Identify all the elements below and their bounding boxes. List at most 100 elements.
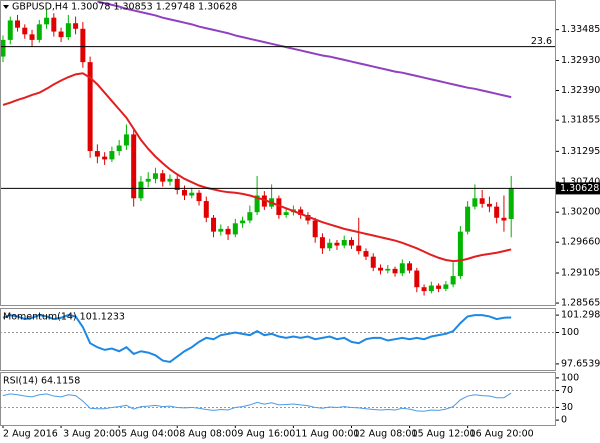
candle-body	[486, 203, 492, 207]
candle-body	[65, 23, 71, 38]
candle-body	[479, 198, 485, 204]
candle-body	[131, 134, 137, 199]
candle-body	[109, 151, 115, 160]
candle-body	[58, 31, 64, 38]
x-tick-label: 15 Aug 12:00	[412, 429, 476, 440]
candle-body	[247, 212, 253, 221]
candle-body	[472, 198, 478, 207]
x-tick-label: 2 Aug 2016	[3, 429, 58, 440]
candle-body	[196, 192, 202, 202]
candle-body	[348, 239, 354, 246]
candle-body	[341, 239, 347, 246]
indicator-line	[2, 314, 512, 364]
candle-body	[80, 28, 86, 63]
x-tick-label: 3 Aug 20:00	[63, 429, 121, 440]
x-tick-label: 5 Aug 04:00	[121, 429, 179, 440]
y-tick-label: 101.2982	[561, 310, 600, 321]
panel-frame	[0, 308, 556, 371]
y-tick-label: 1.32390	[561, 85, 600, 96]
candle-body	[44, 17, 50, 25]
candle-body	[443, 284, 449, 289]
candle-body	[167, 178, 173, 182]
candle-body	[428, 285, 434, 292]
plot-area	[0, 1, 514, 296]
candle-body	[457, 231, 463, 277]
candle-body	[312, 220, 318, 238]
candle-body	[232, 223, 238, 235]
candle-body	[7, 20, 13, 40]
indicator-title: RSI(14) 64.1158	[3, 376, 80, 387]
moving-average	[2, 72, 512, 263]
y-tick-label: 1.30200	[561, 207, 600, 218]
candle-body	[225, 228, 231, 235]
x-tick-label: 16 Aug 20:00	[470, 429, 534, 440]
candle-body	[15, 20, 21, 28]
plot-area	[0, 390, 555, 412]
y-tick-label: 97.6539	[561, 358, 600, 369]
candle-body	[51, 17, 57, 32]
candle-body	[385, 268, 391, 271]
y-tick-label: 1.33485	[561, 24, 600, 35]
panel-frame	[0, 372, 556, 426]
candle-body	[160, 173, 166, 182]
candle-body	[298, 209, 304, 215]
panel-frame	[0, 0, 556, 306]
indicator-title: Momentum(14) 101.1233	[3, 312, 125, 323]
candle-body	[254, 195, 260, 213]
y-tick-label: 1.29660	[561, 237, 600, 248]
candle-body	[421, 287, 427, 292]
candle-body	[465, 206, 471, 232]
candle-body	[319, 237, 325, 249]
price-box	[556, 182, 600, 195]
candle-body	[73, 23, 79, 29]
y-tick-label: 0	[561, 415, 567, 426]
candle-body	[203, 201, 209, 218]
y-tick-label: 30	[561, 402, 573, 413]
plot-area	[0, 314, 555, 364]
candle-body	[94, 151, 100, 157]
candle-body	[116, 145, 122, 152]
y-tick-label: 1.31855	[561, 115, 600, 126]
candle-body	[407, 263, 413, 271]
y-tick-label: 1.31295	[561, 146, 600, 157]
candle-body	[218, 228, 224, 232]
candle-body	[261, 195, 267, 207]
candle-body	[363, 251, 369, 257]
moving-average	[97, 1, 512, 99]
indicator-line	[2, 392, 512, 412]
y-tick-label: 1.28565	[561, 298, 600, 309]
x-tick-label: 9 Aug 16:00	[237, 429, 295, 440]
candle-body	[29, 34, 35, 40]
candle-body	[508, 188, 514, 219]
x-tick-label: 12 Aug 08:00	[353, 429, 417, 440]
candle-body	[102, 156, 108, 160]
candle-body	[399, 263, 405, 274]
fib-level-label: 23.6	[531, 36, 552, 47]
candle-body	[356, 245, 362, 252]
candle-body	[211, 217, 217, 232]
candle-body	[450, 276, 456, 285]
chart-title: GBPUSD,H4 1.30078 1.30853 1.29748 1.3062…	[12, 2, 237, 13]
candle-body	[87, 62, 93, 152]
candle-body	[22, 27, 28, 35]
candle-body	[174, 178, 180, 190]
candle-body	[414, 270, 420, 288]
candle-body	[370, 256, 376, 268]
candle-body	[0, 39, 6, 57]
candle-body	[182, 189, 187, 196]
candle-body	[189, 192, 195, 196]
candle-body	[334, 242, 340, 246]
candle-body	[240, 220, 246, 224]
y-tick-label: 1.30740	[561, 177, 600, 188]
candle-body	[145, 178, 151, 182]
x-tick-label: 11 Aug 00:00	[295, 429, 359, 440]
candle-body	[327, 242, 333, 249]
title-marker	[3, 5, 9, 9]
candle-body	[392, 268, 398, 274]
candle-body	[494, 206, 500, 218]
y-tick-label: 70	[561, 385, 573, 396]
candle-body	[123, 134, 129, 146]
y-tick-label: 1.29105	[561, 268, 600, 279]
